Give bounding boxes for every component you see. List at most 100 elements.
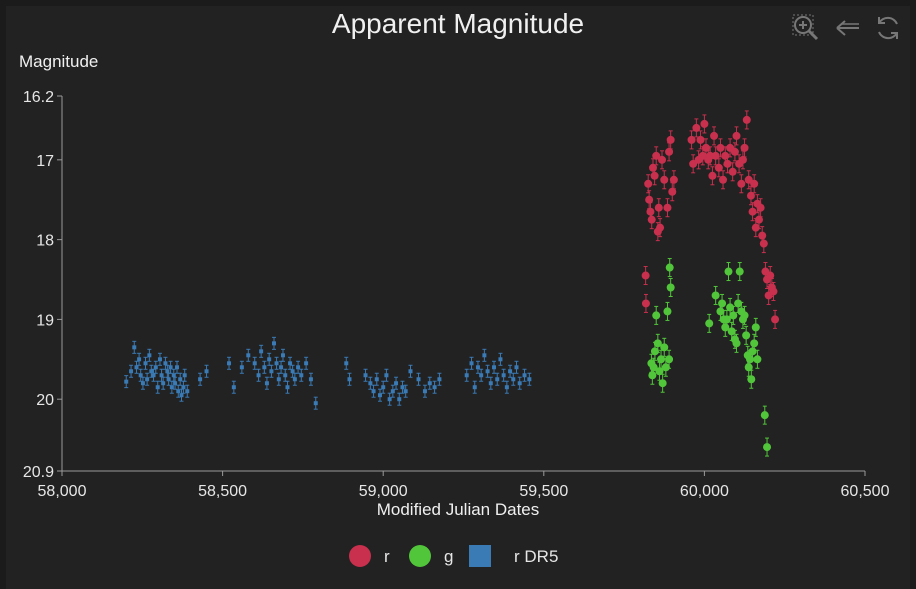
data-point[interactable]	[344, 361, 349, 366]
data-point[interactable]	[246, 353, 251, 358]
data-point[interactable]	[387, 397, 392, 402]
data-point[interactable]	[737, 179, 746, 188]
data-point[interactable]	[501, 373, 506, 378]
data-point[interactable]	[665, 147, 674, 156]
data-point[interactable]	[742, 331, 751, 340]
data-point[interactable]	[368, 381, 373, 386]
data-point[interactable]	[267, 357, 272, 362]
data-point[interactable]	[769, 287, 778, 296]
data-point[interactable]	[660, 343, 669, 352]
data-point[interactable]	[669, 175, 678, 184]
data-point[interactable]	[766, 271, 775, 280]
data-point[interactable]	[280, 353, 285, 358]
data-point[interactable]	[714, 163, 723, 172]
data-point[interactable]	[374, 377, 379, 382]
data-point[interactable]	[760, 411, 769, 420]
data-point[interactable]	[763, 443, 772, 452]
data-point[interactable]	[658, 379, 667, 388]
data-point[interactable]	[645, 195, 654, 204]
data-point[interactable]	[751, 223, 760, 232]
data-point[interactable]	[403, 389, 408, 394]
data-point[interactable]	[702, 143, 711, 152]
data-point[interactable]	[432, 385, 437, 390]
data-point[interactable]	[728, 167, 737, 176]
data-point[interactable]	[495, 377, 500, 382]
data-point[interactable]	[304, 361, 309, 366]
data-point[interactable]	[756, 203, 765, 212]
data-point[interactable]	[129, 369, 134, 374]
data-point[interactable]	[508, 369, 513, 374]
arrow-left-icon[interactable]	[832, 12, 864, 44]
data-point[interactable]	[283, 373, 288, 378]
data-point[interactable]	[288, 361, 293, 366]
data-point[interactable]	[666, 283, 675, 292]
data-point[interactable]	[485, 369, 490, 374]
data-point[interactable]	[759, 239, 768, 248]
data-point[interactable]	[137, 357, 142, 362]
data-point[interactable]	[650, 347, 659, 356]
data-point[interactable]	[716, 143, 725, 152]
data-point[interactable]	[381, 385, 386, 390]
data-point[interactable]	[742, 115, 751, 124]
data-point[interactable]	[748, 347, 757, 356]
data-point[interactable]	[371, 389, 376, 394]
data-point[interactable]	[700, 119, 709, 128]
data-point[interactable]	[204, 369, 209, 374]
data-point[interactable]	[174, 365, 179, 370]
data-point[interactable]	[285, 385, 290, 390]
data-point[interactable]	[147, 353, 152, 358]
data-point[interactable]	[718, 299, 727, 308]
data-point[interactable]	[290, 369, 295, 374]
data-point[interactable]	[347, 377, 352, 382]
data-point[interactable]	[646, 207, 655, 216]
data-point[interactable]	[252, 361, 257, 366]
data-point[interactable]	[641, 299, 650, 308]
data-point[interactable]	[134, 365, 139, 370]
data-point[interactable]	[654, 203, 663, 212]
data-point[interactable]	[138, 373, 143, 378]
data-point[interactable]	[668, 187, 677, 196]
data-point[interactable]	[231, 385, 236, 390]
data-point[interactable]	[377, 393, 382, 398]
data-point[interactable]	[157, 357, 162, 362]
data-point[interactable]	[169, 385, 174, 390]
data-point[interactable]	[469, 361, 474, 366]
data-point[interactable]	[647, 215, 656, 224]
data-point[interactable]	[750, 179, 759, 188]
data-point[interactable]	[666, 135, 675, 144]
data-point[interactable]	[437, 377, 442, 382]
data-point[interactable]	[755, 215, 764, 224]
data-point[interactable]	[149, 369, 154, 374]
data-point[interactable]	[747, 375, 756, 384]
data-point[interactable]	[143, 361, 148, 366]
data-point[interactable]	[758, 231, 767, 240]
data-point[interactable]	[400, 385, 405, 390]
data-point[interactable]	[650, 171, 659, 180]
refresh-icon[interactable]	[872, 12, 904, 44]
data-point[interactable]	[498, 357, 503, 362]
data-point[interactable]	[746, 191, 755, 200]
legend-item-r[interactable]: r	[349, 540, 444, 574]
data-point[interactable]	[652, 151, 661, 160]
data-point[interactable]	[656, 223, 665, 232]
data-point[interactable]	[735, 267, 744, 276]
data-point[interactable]	[696, 135, 705, 144]
data-point[interactable]	[153, 365, 158, 370]
data-point[interactable]	[239, 365, 244, 370]
data-point[interactable]	[416, 377, 421, 382]
data-point[interactable]	[182, 373, 187, 378]
data-point[interactable]	[276, 377, 281, 382]
data-point[interactable]	[729, 311, 738, 320]
data-point[interactable]	[479, 373, 484, 378]
data-point[interactable]	[740, 143, 749, 152]
zoom-in-icon[interactable]	[790, 12, 822, 44]
data-point[interactable]	[751, 323, 760, 332]
data-point[interactable]	[269, 369, 274, 374]
data-point[interactable]	[750, 339, 759, 348]
data-point[interactable]	[740, 311, 749, 320]
data-point[interactable]	[227, 361, 232, 366]
data-point[interactable]	[663, 307, 672, 316]
data-point[interactable]	[299, 373, 304, 378]
data-point[interactable]	[504, 385, 509, 390]
data-point[interactable]	[145, 377, 150, 382]
